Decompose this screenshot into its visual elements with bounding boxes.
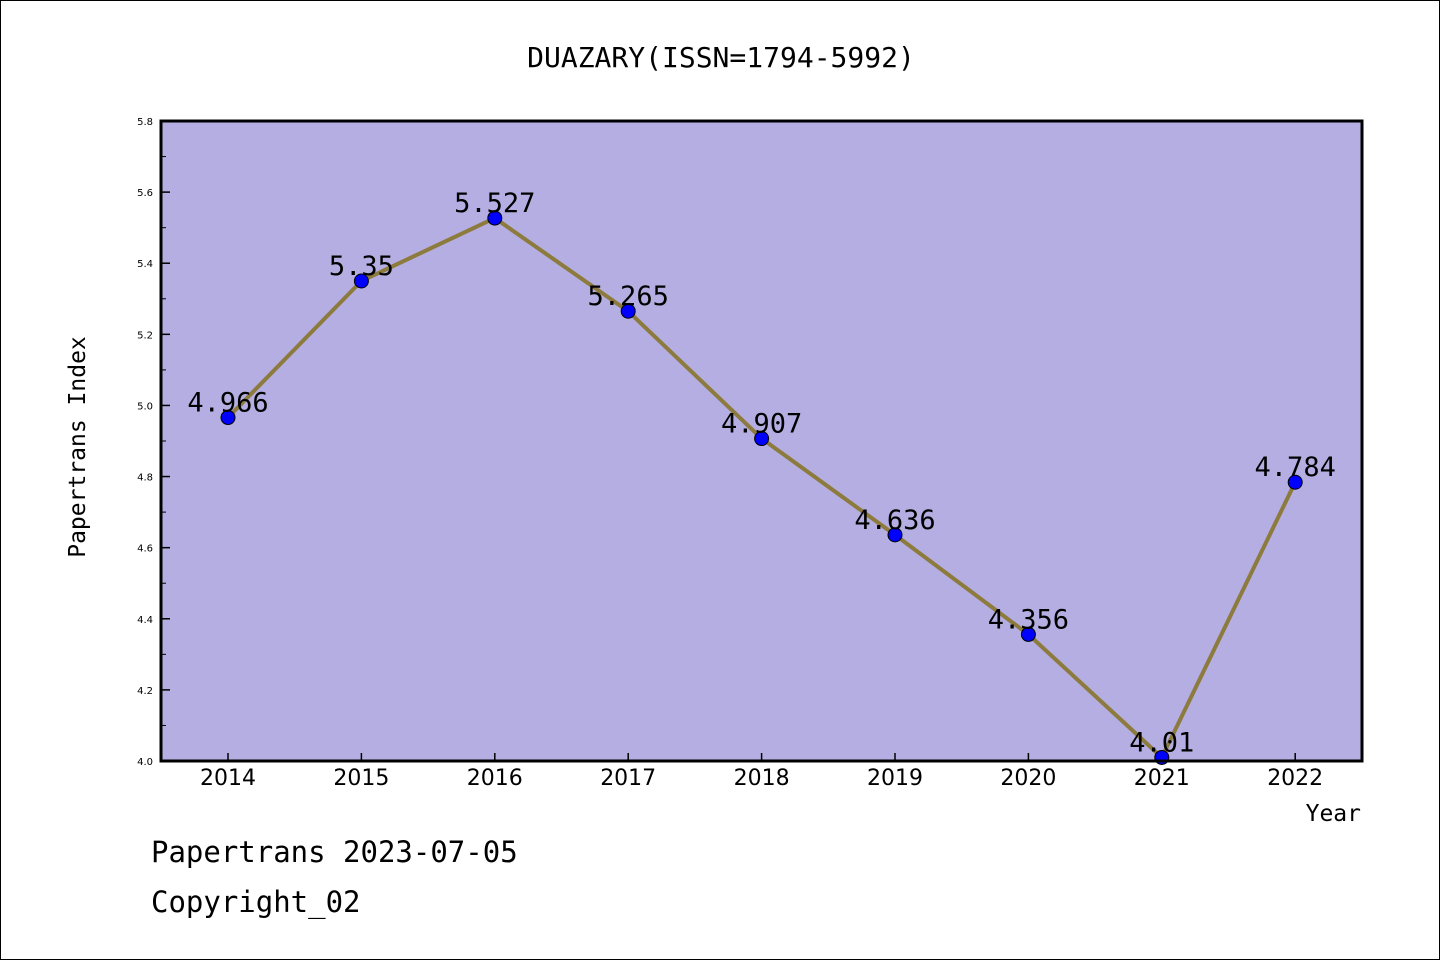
data-label: 5.35 bbox=[329, 251, 394, 282]
y-axis-label: Papertrans Index bbox=[65, 336, 91, 558]
y-tick-label: 5.8 bbox=[137, 117, 153, 128]
x-tick-label: 2018 bbox=[734, 766, 790, 791]
data-label: 5.265 bbox=[588, 281, 669, 312]
data-point bbox=[487, 210, 503, 226]
chart-title: DUAZARY(ISSN=1794-5992) bbox=[527, 41, 915, 74]
plot-border bbox=[159, 119, 1364, 763]
y-tick-label: 5.4 bbox=[137, 259, 153, 270]
data-label: 4.966 bbox=[187, 388, 268, 419]
y-tick-label: 4.2 bbox=[137, 686, 153, 697]
x-tick-label: 2019 bbox=[867, 766, 923, 791]
data-point bbox=[353, 273, 369, 289]
data-point bbox=[754, 431, 770, 447]
data-label: 4.636 bbox=[854, 505, 935, 536]
x-axis-label: Year bbox=[1306, 801, 1361, 827]
data-label: 4.01 bbox=[1129, 727, 1194, 758]
x-tick-label: 2021 bbox=[1134, 766, 1190, 791]
data-label: 4.907 bbox=[721, 409, 802, 440]
data-point bbox=[887, 527, 903, 543]
y-tick-label: 4.4 bbox=[137, 615, 153, 626]
data-point bbox=[220, 410, 236, 426]
x-tick-label: 2017 bbox=[600, 766, 656, 791]
data-label: 5.527 bbox=[454, 188, 535, 219]
data-point bbox=[1020, 626, 1036, 642]
x-tick-label: 2015 bbox=[333, 766, 389, 791]
data-label: 4.784 bbox=[1255, 452, 1336, 483]
y-tick-label: 4.8 bbox=[137, 473, 153, 484]
y-tick-label: 5.2 bbox=[137, 330, 153, 341]
x-tick-label: 2020 bbox=[1000, 766, 1056, 791]
data-label: 4.356 bbox=[988, 604, 1069, 635]
y-tick-label: 4.6 bbox=[137, 544, 153, 555]
data-point bbox=[620, 303, 636, 319]
y-tick-label: 5.0 bbox=[137, 401, 153, 412]
y-tick-label: 4.0 bbox=[137, 757, 153, 768]
footer-copyright: Copyright_02 bbox=[151, 885, 361, 919]
footer-date: Papertrans 2023-07-05 bbox=[151, 835, 518, 869]
x-tick-label: 2014 bbox=[200, 766, 256, 791]
data-point bbox=[1287, 474, 1303, 490]
y-tick-label: 5.6 bbox=[137, 188, 153, 199]
x-tick-label: 2016 bbox=[467, 766, 523, 791]
x-tick-label: 2022 bbox=[1267, 766, 1323, 791]
